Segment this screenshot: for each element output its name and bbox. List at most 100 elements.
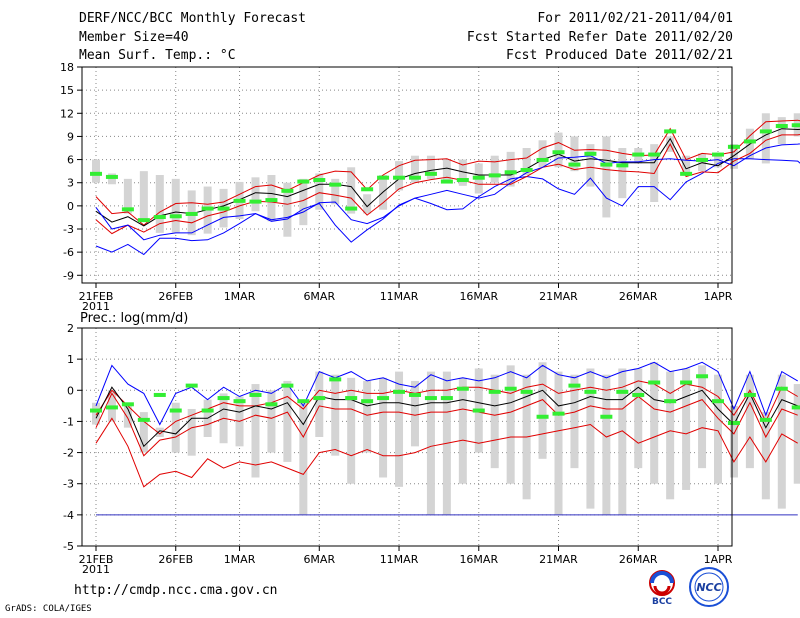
bcc-logo-text: BCC xyxy=(652,597,672,606)
obs-marker xyxy=(632,392,645,397)
obs-marker xyxy=(121,402,134,407)
range-box xyxy=(171,178,180,233)
series-line-max xyxy=(95,158,800,256)
range-box xyxy=(650,362,659,484)
range-box xyxy=(714,153,722,168)
range-box xyxy=(745,374,754,469)
range-box xyxy=(363,380,372,453)
panel-title-precipitation: Prec.: log(mm/d) xyxy=(80,311,188,326)
obs-marker xyxy=(265,402,278,407)
range-box xyxy=(458,159,467,186)
range-box xyxy=(777,117,786,145)
obs-marker xyxy=(408,175,421,180)
range-box xyxy=(347,377,356,484)
series-line-min xyxy=(95,417,798,488)
x-tick-label: 26FEB xyxy=(158,290,193,303)
x-tick-label: 1MAR xyxy=(224,553,256,566)
x-tick-label: 1MAR xyxy=(224,290,256,303)
range-box xyxy=(618,148,627,199)
series-line-mean xyxy=(95,386,798,448)
range-box xyxy=(267,390,276,453)
x-tick-label: 26MAR xyxy=(619,553,658,566)
obs-marker xyxy=(185,211,198,216)
obs-marker xyxy=(520,167,533,172)
y-tick-label: 9 xyxy=(67,130,74,143)
bcc-logo: BCC xyxy=(649,570,675,606)
obs-marker xyxy=(121,207,134,212)
range-box xyxy=(331,178,340,205)
x-tick-label: 21FEB xyxy=(79,553,114,566)
x-tick-label: 26MAR xyxy=(619,290,658,303)
range-box xyxy=(410,380,419,447)
range-box xyxy=(586,368,595,509)
range-box xyxy=(123,178,132,214)
obs-marker xyxy=(504,170,517,175)
range-box xyxy=(490,374,499,469)
range-box xyxy=(299,178,308,226)
y-tick-label: 2 xyxy=(67,322,74,335)
panel-temperature: -9 -6 -3 0 3 6 9 12 15 18 21FEB 26FEB 1MAR 6MAR 11MAR 1… xyxy=(60,61,800,313)
range-box xyxy=(666,371,675,500)
x-tick-label: 21MAR xyxy=(539,553,578,566)
range-box xyxy=(251,177,260,212)
ncc-logo: NCC xyxy=(689,567,729,607)
range-box xyxy=(522,148,531,175)
y-tick-label: -2 xyxy=(63,447,74,460)
range-box xyxy=(586,144,595,187)
y-tick-label: -4 xyxy=(63,509,74,522)
range-box xyxy=(634,368,643,469)
range-box xyxy=(442,159,451,183)
range-box xyxy=(602,374,611,515)
obs-marker xyxy=(281,188,294,193)
obs-marker xyxy=(712,152,724,157)
obs-marker xyxy=(137,417,150,422)
obs-marker xyxy=(552,411,565,416)
obs-marker xyxy=(105,405,118,410)
obs-marker xyxy=(233,399,246,404)
range-box xyxy=(283,182,292,237)
obs-marker xyxy=(696,157,709,162)
series-line-lower xyxy=(95,133,800,235)
obs-marker xyxy=(153,215,166,220)
obs-marker xyxy=(456,386,469,391)
range-box xyxy=(618,368,627,515)
obs-marker xyxy=(90,408,102,413)
obs-marker xyxy=(600,162,613,167)
range-box xyxy=(554,371,563,515)
series-line-max xyxy=(95,361,798,426)
obs-marker xyxy=(743,392,756,397)
forecast-period: For 2011/02/21-2011/04/01 xyxy=(537,11,733,26)
range-box xyxy=(426,155,435,179)
obs-marker xyxy=(632,152,645,157)
plot-frame xyxy=(81,66,733,284)
obs-marker xyxy=(791,123,800,128)
obs-marker xyxy=(361,187,374,192)
obs-marker xyxy=(313,396,326,401)
y-tick-label: -3 xyxy=(63,223,74,236)
y-tick-label: -5 xyxy=(63,540,74,553)
obs-marker xyxy=(297,399,310,404)
y-tick-label: 6 xyxy=(67,154,74,167)
range-box xyxy=(506,365,515,484)
obs-marker xyxy=(408,392,421,397)
obs-marker xyxy=(680,380,693,385)
obs-marker xyxy=(616,389,629,394)
x-tick-label: 26FEB xyxy=(158,553,193,566)
series-line-mean xyxy=(95,128,800,227)
chart-title: DERF/NCC/BCC Monthly Forecast xyxy=(79,11,306,26)
obs-marker xyxy=(440,179,453,184)
obs-marker xyxy=(664,129,677,134)
range-box xyxy=(410,155,419,183)
x-tick-label: 1APR xyxy=(704,290,733,303)
forecast-start-date: Fcst Started Refer Date 2011/02/20 xyxy=(466,30,733,45)
range-box xyxy=(139,412,148,453)
obs-marker xyxy=(600,414,613,419)
obs-marker xyxy=(313,178,326,183)
forecast-produced-date: Fcst Produced Date 2011/02/21 xyxy=(506,48,733,63)
obs-marker xyxy=(775,124,788,129)
source-url[interactable]: http://cmdp.ncc.cma.gov.cn xyxy=(74,583,278,598)
obs-marker xyxy=(345,396,358,401)
range-box xyxy=(761,113,770,164)
obs-marker xyxy=(281,383,294,388)
obs-marker xyxy=(169,408,182,413)
